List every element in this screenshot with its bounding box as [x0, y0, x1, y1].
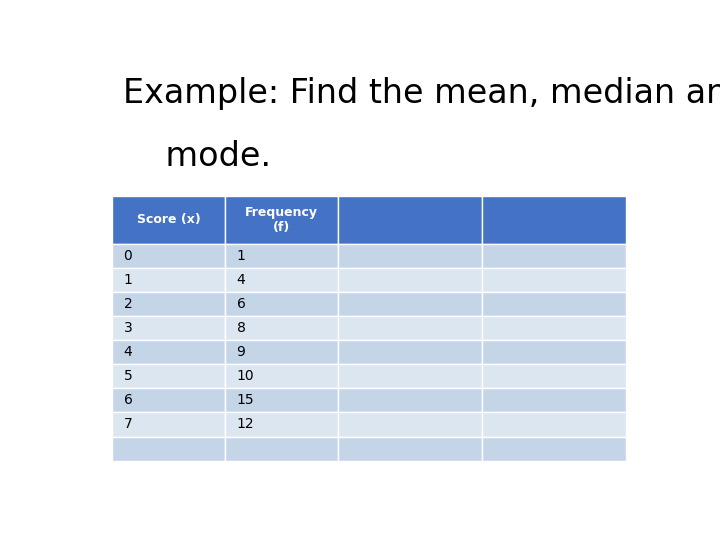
Text: 7: 7 — [124, 417, 132, 431]
Text: Frequency
(f): Frequency (f) — [246, 206, 318, 234]
Bar — [225, 388, 338, 413]
Text: 6: 6 — [124, 393, 132, 407]
Text: 0: 0 — [124, 248, 132, 262]
Bar — [338, 196, 482, 244]
Bar — [338, 340, 482, 364]
Bar — [225, 436, 338, 461]
Bar — [482, 292, 626, 316]
Bar — [338, 413, 482, 436]
Bar — [482, 316, 626, 340]
Bar — [338, 436, 482, 461]
Bar — [482, 364, 626, 388]
Bar — [112, 244, 225, 268]
Bar — [112, 196, 225, 244]
Text: 2: 2 — [124, 297, 132, 311]
Text: 12: 12 — [237, 417, 254, 431]
Bar — [225, 244, 338, 268]
Bar — [112, 268, 225, 292]
Text: 1: 1 — [124, 273, 132, 287]
Bar — [225, 268, 338, 292]
Bar — [225, 292, 338, 316]
Bar — [112, 340, 225, 364]
Bar — [338, 316, 482, 340]
Text: 8: 8 — [237, 321, 246, 335]
Bar — [225, 340, 338, 364]
Text: 1: 1 — [237, 248, 246, 262]
Bar — [338, 292, 482, 316]
Bar — [225, 316, 338, 340]
Bar — [482, 268, 626, 292]
Bar — [225, 413, 338, 436]
Bar — [338, 268, 482, 292]
Bar — [112, 364, 225, 388]
Bar — [482, 388, 626, 413]
Bar — [482, 436, 626, 461]
Text: 10: 10 — [237, 369, 254, 383]
Text: 5: 5 — [124, 369, 132, 383]
Text: 4: 4 — [237, 273, 246, 287]
Bar — [482, 413, 626, 436]
Bar — [225, 364, 338, 388]
Text: 9: 9 — [237, 345, 246, 359]
Bar — [225, 196, 338, 244]
Text: Example: Find the mean, median and: Example: Find the mean, median and — [124, 77, 720, 110]
Text: 3: 3 — [124, 321, 132, 335]
Text: Score (x): Score (x) — [137, 213, 201, 226]
Bar — [338, 364, 482, 388]
Text: 6: 6 — [237, 297, 246, 311]
Bar — [112, 292, 225, 316]
Bar — [112, 413, 225, 436]
Bar — [112, 436, 225, 461]
Bar — [482, 340, 626, 364]
Text: mode.: mode. — [124, 140, 271, 173]
Bar — [482, 196, 626, 244]
Bar — [112, 316, 225, 340]
Bar — [338, 244, 482, 268]
Text: 4: 4 — [124, 345, 132, 359]
Bar — [112, 388, 225, 413]
Text: 15: 15 — [237, 393, 254, 407]
Bar — [482, 244, 626, 268]
Bar — [338, 388, 482, 413]
